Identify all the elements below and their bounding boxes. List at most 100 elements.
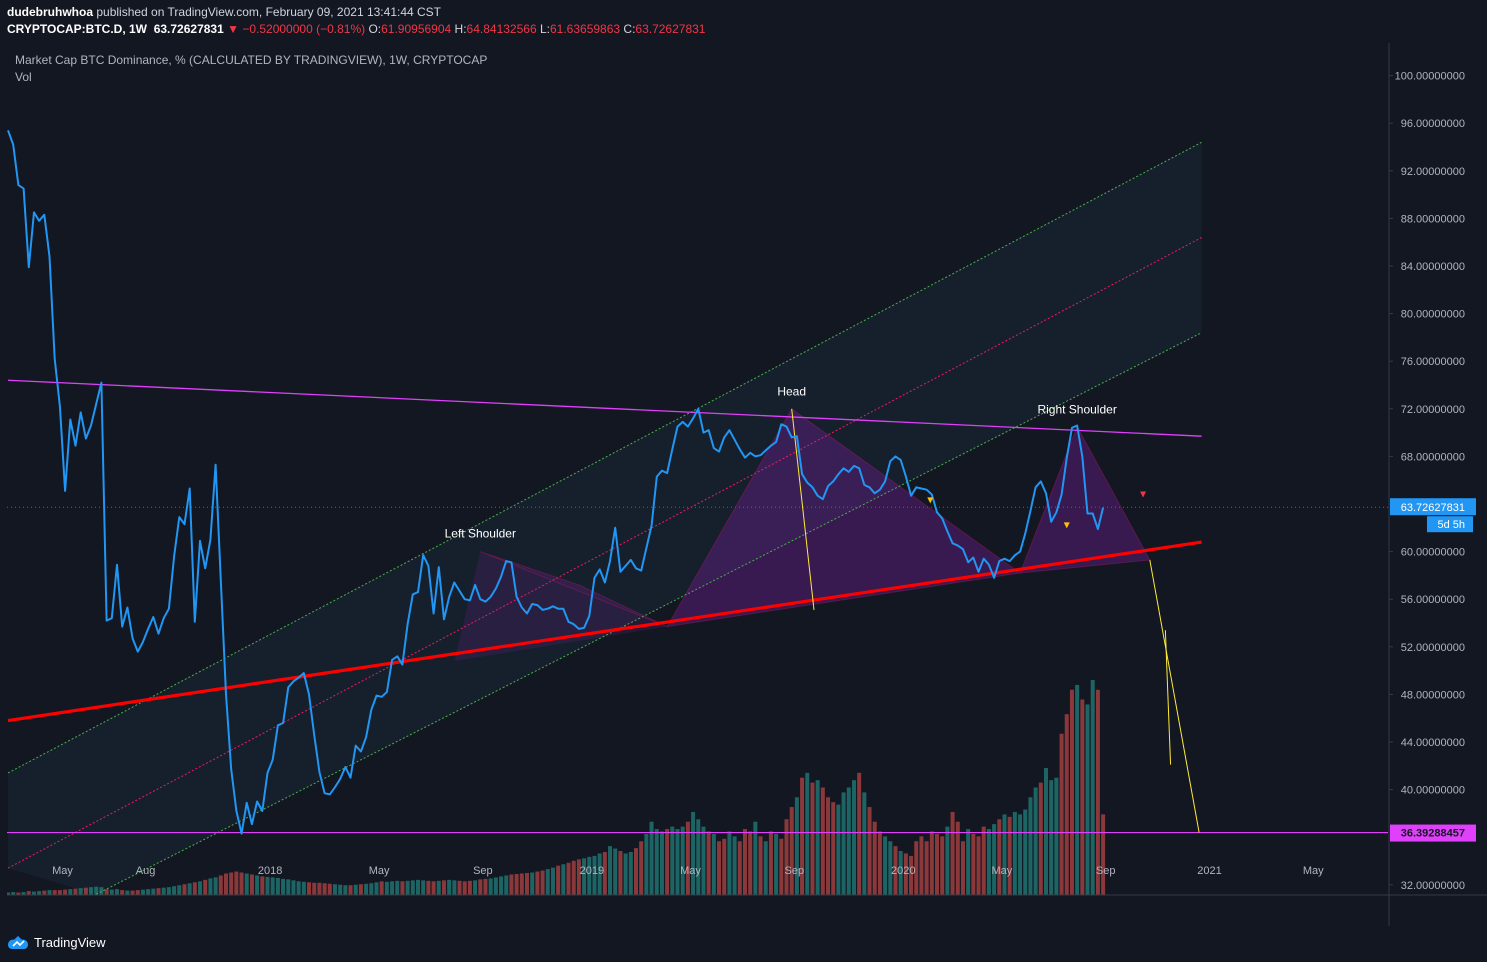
- volume-bar: [955, 821, 960, 895]
- volume-bar: [1023, 809, 1028, 895]
- measure-line-head: [791, 408, 815, 610]
- volume-bar: [1075, 684, 1080, 895]
- volume-bar: [545, 869, 550, 895]
- volume-bar: [42, 890, 47, 895]
- volume-bar: [960, 841, 965, 895]
- volume-legend-label[interactable]: Vol: [15, 70, 32, 84]
- price-tick-label: 72.00000000: [1401, 404, 1465, 416]
- volume-bar: [857, 772, 862, 895]
- time-tick-label: Sep: [473, 865, 493, 877]
- volume-bar: [483, 878, 488, 895]
- volume-bar: [1033, 787, 1038, 895]
- time-tick-label: May: [369, 865, 390, 877]
- volume-bar: [1095, 689, 1100, 895]
- publish-info: published on TradingView.com, February 0…: [96, 5, 442, 19]
- volume-bar: [452, 880, 457, 895]
- volume-bar: [1080, 699, 1085, 895]
- volume-bar: [192, 882, 197, 895]
- volume-bar: [1054, 777, 1059, 895]
- volume-bar: [213, 877, 218, 895]
- price-tick-label: 48.00000000: [1401, 689, 1465, 701]
- volume-bar: [509, 874, 514, 895]
- tradingview-logo[interactable]: TradingView: [7, 934, 106, 950]
- volume-bar: [57, 890, 62, 895]
- price-tick-label: 84.00000000: [1401, 261, 1465, 273]
- author-name[interactable]: dudebruhwhoa: [7, 5, 93, 19]
- volume-bar: [317, 882, 322, 895]
- price-tick-label: 92.00000000: [1401, 166, 1465, 178]
- down-triangle-icon: [1063, 522, 1070, 529]
- volume-bar: [914, 841, 919, 895]
- volume-bar: [644, 833, 649, 895]
- volume-bar: [618, 851, 623, 895]
- high-value: 64.84132566: [466, 22, 537, 36]
- publish-byline: dudebruhwhoa published on TradingView.co…: [7, 5, 441, 19]
- volume-bar: [99, 887, 104, 895]
- time-tick-label: 2019: [580, 865, 604, 877]
- volume-bar: [550, 867, 555, 895]
- close-label: C:: [623, 22, 636, 36]
- footer-bar: [0, 926, 1487, 962]
- volume-bar: [68, 889, 73, 895]
- volume-bar: [161, 887, 166, 895]
- volume-bar: [966, 829, 971, 895]
- volume-bar: [981, 826, 986, 895]
- volume-bar: [426, 880, 431, 895]
- symbol-interval[interactable]: CRYPTOCAP:BTC.D, 1W: [7, 22, 148, 36]
- volume-bar: [877, 831, 882, 895]
- volume-bar: [872, 821, 877, 895]
- volume-bar: [416, 879, 421, 895]
- volume-bar: [639, 841, 644, 895]
- volume-bar: [47, 890, 52, 895]
- volume-bar: [7, 892, 10, 895]
- price-tick-label: 76.00000000: [1401, 356, 1465, 368]
- volume-bar: [867, 807, 872, 895]
- plot-layer: Left Shoulder Head Right Shoulder: [7, 129, 1388, 895]
- volume-bar: [275, 877, 280, 895]
- volume-bar: [286, 879, 291, 895]
- volume-bar: [94, 886, 99, 895]
- volume-bar: [135, 890, 140, 895]
- pattern-triangle: [1019, 425, 1151, 574]
- volume-bar: [1038, 782, 1043, 895]
- volume-bar: [514, 873, 519, 895]
- volume-bar: [1101, 814, 1106, 895]
- volume-bar: [11, 892, 16, 895]
- time-tick-label: 2018: [258, 865, 282, 877]
- pattern-label: Head: [777, 385, 806, 399]
- volume-bar: [696, 819, 701, 895]
- volume-bar: [390, 881, 395, 895]
- volume-bar: [369, 883, 374, 895]
- volume-bar: [768, 831, 773, 895]
- volume-bar: [353, 884, 358, 895]
- volume-bar: [89, 887, 94, 895]
- close-value: 63.72627831: [635, 22, 706, 36]
- volume-bar: [535, 871, 540, 895]
- volume-bar: [831, 802, 836, 895]
- channel-mid-line: [7, 236, 1202, 869]
- volume-bar: [1085, 704, 1090, 895]
- open-value: 61.90956904: [381, 22, 452, 36]
- volume-bar: [623, 853, 628, 895]
- volume-bar: [364, 883, 369, 895]
- series-legend-title[interactable]: Market Cap BTC Dominance, % (CALCULATED …: [15, 53, 488, 67]
- btc-dominance-line: [7, 129, 1105, 835]
- volume-bar: [561, 864, 566, 895]
- volume-bar: [244, 873, 249, 895]
- volume-bar: [893, 846, 898, 895]
- channel-bottom-line: [96, 332, 1202, 895]
- chart-svg[interactable]: Left Shoulder Head Right Shoulder 100.00000…: [7, 43, 1487, 926]
- volume-bar: [208, 878, 213, 895]
- volume-bar: [717, 841, 722, 895]
- volume-bar: [909, 855, 914, 895]
- volume-bar: [296, 881, 301, 895]
- right-shoulder-fill: [1020, 426, 1150, 574]
- volume-bar: [1012, 811, 1017, 895]
- volume-bar: [400, 881, 405, 895]
- volume-bar: [597, 853, 602, 895]
- volume-bar: [156, 888, 161, 895]
- chart-area[interactable]: Left Shoulder Head Right Shoulder 100.00000…: [7, 43, 1487, 926]
- volume-bar: [576, 859, 581, 895]
- volume-bar: [312, 882, 317, 895]
- volume-bar: [680, 826, 685, 895]
